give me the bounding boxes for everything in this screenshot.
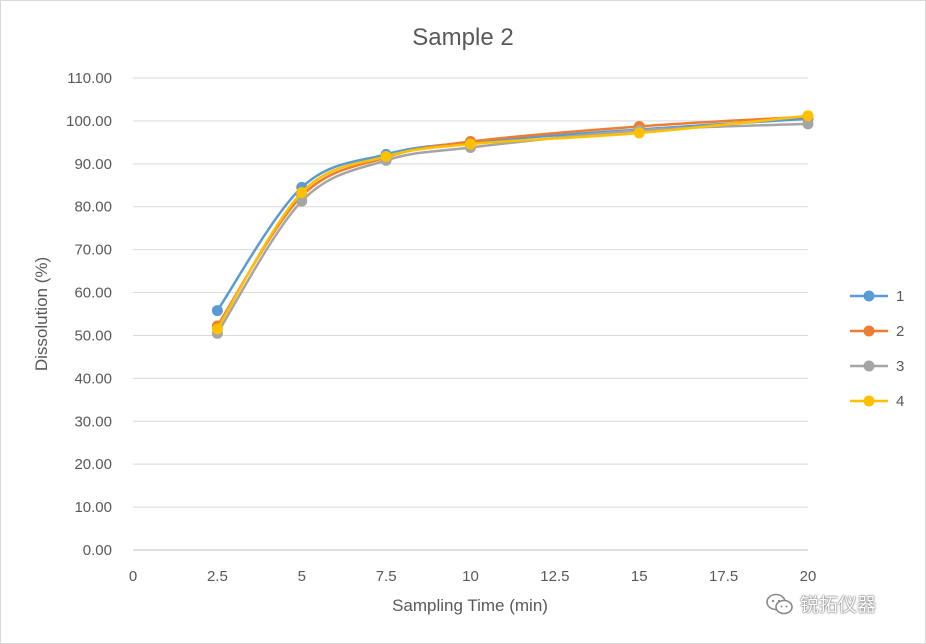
x-tick-label: 2.5 — [207, 568, 228, 585]
series-line-3 — [216, 122, 809, 334]
gridlines — [133, 77, 808, 551]
chart-title: Sample 2 — [412, 24, 513, 51]
y-tick-label: 60.00 — [74, 285, 112, 302]
watermark-text: 锐拓仪器 — [800, 594, 877, 616]
x-axis-label: Sampling Time (min) — [392, 596, 548, 615]
legend: 1 2 3 4 — [850, 288, 904, 410]
legend-marker-4 — [863, 395, 875, 407]
data-point-series-3 — [296, 195, 308, 207]
y-tick-label: 40.00 — [74, 370, 112, 387]
data-point-series-3 — [802, 118, 814, 130]
y-tick-label: 0.00 — [83, 542, 112, 559]
y-axis-label: Dissolution (%) — [32, 257, 51, 371]
data-point-series-1 — [211, 305, 223, 317]
plot-series — [211, 110, 814, 339]
legend-marker-1 — [863, 290, 875, 302]
x-tick-label: 0 — [129, 568, 137, 585]
y-tick-label: 30.00 — [74, 413, 112, 430]
data-point-series-4 — [802, 110, 814, 122]
y-tick-label: 110.00 — [67, 70, 112, 87]
data-point-series-4 — [380, 151, 392, 163]
x-tick-label: 7.5 — [376, 568, 397, 585]
legend-label-1: 1 — [896, 288, 904, 305]
y-tick-label: 100.00 — [66, 113, 112, 130]
legend-label-3: 3 — [896, 358, 904, 375]
legend-label-4: 4 — [896, 393, 904, 410]
y-tick-label: 80.00 — [74, 199, 112, 216]
data-point-series-4 — [211, 323, 223, 335]
x-tick-label: 15 — [631, 568, 648, 585]
x-tick-label: 12.5 — [540, 568, 569, 585]
wechat-icon — [766, 593, 793, 614]
legend-label-2: 2 — [896, 323, 904, 340]
x-tick-label: 5 — [298, 568, 306, 585]
watermark: 锐拓仪器 — [766, 590, 876, 617]
x-tick-label: 10 — [462, 568, 479, 585]
y-tick-label: 10.00 — [74, 499, 112, 516]
x-tick-label: 17.5 — [709, 568, 738, 585]
x-axis-ticks: 0 2.5 5 7.5 10 12.5 15 17.5 20 — [129, 568, 817, 585]
data-point-series-4 — [465, 138, 476, 150]
series-line-2 — [216, 115, 809, 327]
legend-marker-2 — [863, 325, 875, 337]
y-tick-label: 20.00 — [74, 456, 112, 473]
legend-marker-3 — [863, 360, 875, 372]
data-point-series-4 — [633, 127, 645, 139]
x-tick-label: 20 — [800, 568, 817, 585]
series-line-4 — [216, 114, 809, 330]
y-tick-label: 50.00 — [74, 327, 112, 344]
y-tick-label: 70.00 — [74, 242, 112, 259]
y-axis-ticks: 0.00 10.00 20.00 30.00 40.00 50.00 60.00 70.00 8… — [66, 70, 112, 559]
series-line-1 — [216, 117, 809, 312]
y-tick-label: 90.00 — [74, 156, 112, 173]
data-point-series-4 — [296, 187, 308, 199]
